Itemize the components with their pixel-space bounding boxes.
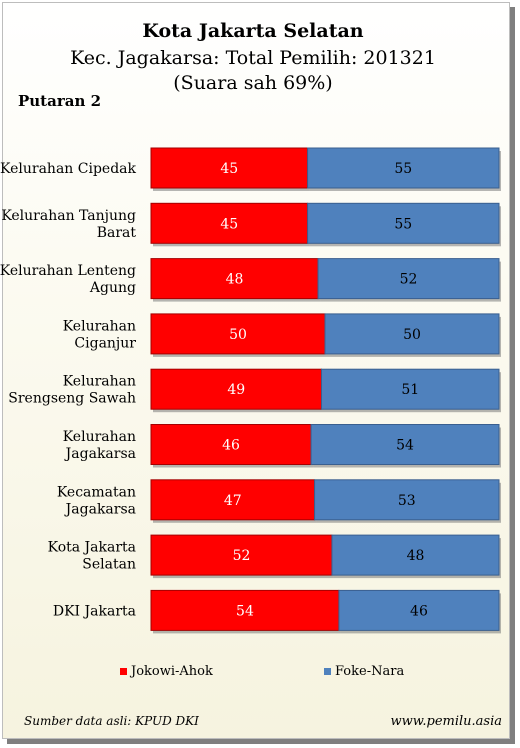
- chart-subtitle-valid-votes: (Suara sah 69%): [173, 72, 333, 94]
- data-label-jokowi-ahok-kelurahan-cipedak: 45: [220, 161, 238, 177]
- bar-jokowi-ahok-kelurahan-jagakarsa: [150, 424, 312, 465]
- data-label-foke-nara-kota-jakarta-selatan: 48: [407, 548, 425, 564]
- legend-label-foke-nara: Foke-Nara: [335, 664, 405, 679]
- category-label-kelurahan-cipedak: Kelurahan Cipedak: [0, 161, 136, 177]
- data-label-jokowi-ahok-kota-jakarta-selatan: 52: [233, 548, 251, 564]
- legend-swatch-foke-nara: [324, 668, 331, 675]
- category-label-kelurahan-lenteng-agung: Kelurahan Lenteng Agung: [0, 263, 136, 296]
- bar-foke-nara-kelurahan-ciganjur: [324, 313, 500, 355]
- bar-jokowi-ahok-kota-jakarta-selatan: [150, 534, 333, 576]
- website-credit: www.pemilu.asia: [390, 714, 502, 729]
- data-label-jokowi-ahok-kelurahan-lenteng-agung: 48: [226, 272, 244, 288]
- category-label-kelurahan-ciganjur: Kelurahan Ciganjur: [63, 318, 137, 351]
- data-label-jokowi-ahok-kelurahan-jagakarsa: 46: [222, 438, 240, 454]
- bar-foke-nara-kota-jakarta-selatan: [331, 534, 500, 576]
- bar-foke-nara-kelurahan-jagakarsa: [310, 424, 500, 465]
- bar-foke-nara-kecamatan-jagakarsa: [314, 479, 500, 521]
- data-label-foke-nara-kelurahan-ciganjur: 50: [403, 327, 421, 343]
- legend-item-foke-nara: Foke-Nara: [324, 664, 404, 679]
- data-label-foke-nara-kecamatan-jagakarsa: 53: [398, 493, 416, 509]
- category-label-kecamatan-jagakarsa: Kecamatan Jagakarsa: [57, 484, 136, 517]
- data-source-note: Sumber data asli: KPUD DKI: [24, 714, 199, 728]
- legend-swatch-jokowi-ahok: [120, 668, 127, 675]
- data-label-jokowi-ahok-kelurahan-tanjung-barat: 45: [220, 216, 238, 232]
- bar-jokowi-ahok-kelurahan-tanjung-barat: [150, 202, 309, 244]
- bar-jokowi-ahok-kelurahan-ciganjur: [150, 313, 326, 355]
- data-label-foke-nara-kelurahan-jagakarsa: 54: [396, 438, 414, 454]
- data-label-jokowi-ahok-kecamatan-jagakarsa: 47: [224, 493, 242, 509]
- bar-foke-nara-kelurahan-tanjung-barat: [307, 202, 500, 244]
- category-label-kelurahan-jagakarsa: Kelurahan Jagakarsa: [63, 429, 136, 462]
- data-label-jokowi-ahok-kelurahan-ciganjur: 50: [229, 327, 247, 343]
- bar-foke-nara-kelurahan-srengseng-sawah: [321, 368, 500, 410]
- category-label-kota-jakarta-selatan: Kota Jakarta Selatan: [48, 540, 136, 573]
- data-label-foke-nara-kelurahan-cipedak: 55: [394, 161, 412, 177]
- bar-foke-nara-kelurahan-cipedak: [307, 147, 500, 189]
- category-label-kelurahan-tanjung-barat: Kelurahan Tanjung Barat: [1, 208, 136, 241]
- data-label-jokowi-ahok-kelurahan-srengseng-sawah: 49: [227, 382, 245, 398]
- data-label-foke-nara-dki-jakarta: 46: [410, 603, 428, 619]
- bar-foke-nara-kelurahan-lenteng-agung: [317, 258, 500, 300]
- bar-jokowi-ahok-kelurahan-srengseng-sawah: [150, 368, 323, 410]
- bar-foke-nara-dki-jakarta: [338, 589, 500, 631]
- data-label-foke-nara-kelurahan-srengseng-sawah: 51: [401, 382, 419, 398]
- data-label-jokowi-ahok-dki-jakarta: 54: [236, 603, 254, 619]
- legend-label-jokowi-ahok: Jokowi-Ahok: [131, 664, 213, 679]
- round-label: Putaran 2: [18, 92, 102, 110]
- data-label-foke-nara-kelurahan-lenteng-agung: 52: [400, 272, 418, 288]
- bar-jokowi-ahok-dki-jakarta: [150, 589, 340, 631]
- data-label-foke-nara-kelurahan-tanjung-barat: 55: [394, 216, 412, 232]
- category-label-kelurahan-srengseng-sawah: Kelurahan Srengseng Sawah: [8, 374, 136, 407]
- chart-subtitle: Kec. Jagakarsa: Total Pemilih: 201321: [70, 47, 436, 69]
- legend-item-jokowi-ahok: Jokowi-Ahok: [120, 664, 213, 679]
- chart-title: Kota Jakarta Selatan: [142, 20, 364, 42]
- bar-jokowi-ahok-kecamatan-jagakarsa: [150, 479, 316, 521]
- category-label-dki-jakarta: DKI Jakarta: [53, 603, 136, 619]
